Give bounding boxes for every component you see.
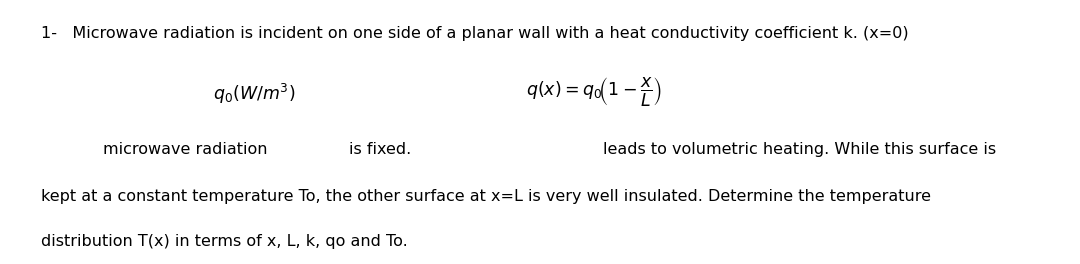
Text: 1-   Microwave radiation is incident on one side of a planar wall with a heat co: 1- Microwave radiation is incident on on… <box>41 26 908 41</box>
Text: leads to volumetric heating. While this surface is: leads to volumetric heating. While this … <box>603 142 996 157</box>
Text: distribution T(x) in terms of x, L, k, qo and To.: distribution T(x) in terms of x, L, k, q… <box>41 234 408 249</box>
Text: $q_0(W/m^3)$: $q_0(W/m^3)$ <box>213 82 295 106</box>
Text: kept at a constant temperature To, the other surface at x=L is very well insulat: kept at a constant temperature To, the o… <box>41 189 931 204</box>
Text: is fixed.: is fixed. <box>349 142 411 157</box>
Text: $q(x) = q_0\!\left(1-\dfrac{x}{L}\right)$: $q(x) = q_0\!\left(1-\dfrac{x}{L}\right)… <box>526 74 662 108</box>
Text: microwave radiation: microwave radiation <box>103 142 267 157</box>
